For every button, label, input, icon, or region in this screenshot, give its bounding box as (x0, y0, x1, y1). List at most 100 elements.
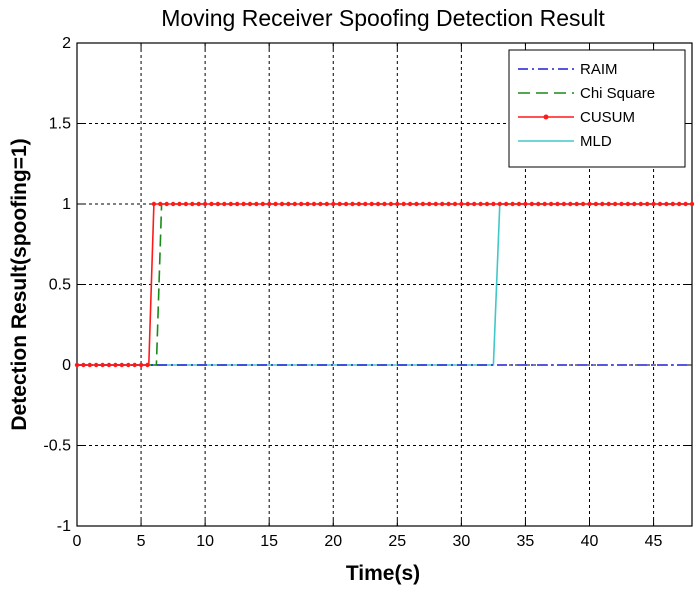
series-marker-cusum (375, 201, 381, 207)
series-marker-cusum (100, 362, 105, 368)
series-marker-cusum (215, 201, 221, 207)
series-marker-cusum (459, 201, 464, 207)
series-marker-cusum (318, 201, 323, 207)
series-marker-cusum (196, 201, 201, 207)
chart-title: Moving Receiver Spoofing Detection Resul… (161, 5, 605, 31)
series-marker-cusum (580, 201, 586, 207)
series-marker-cusum (593, 201, 599, 207)
y-tick-label: 1 (62, 196, 71, 213)
legend-label-chi-square: Chi Square (580, 85, 655, 102)
series-marker-cusum (369, 201, 374, 207)
x-axis-label: Time(s) (346, 562, 420, 585)
x-tick-label: 25 (388, 533, 406, 550)
series-marker-cusum (235, 201, 240, 207)
series-marker-cusum (337, 201, 342, 207)
series-marker-cusum (632, 201, 637, 207)
y-tick-label: 2 (62, 35, 71, 52)
x-ticks: 0 5 10 15 20 25 30 35 40 45 (73, 43, 663, 550)
series-marker-cusum (645, 201, 650, 207)
series-marker-cusum (343, 201, 349, 207)
series-marker-cusum (478, 201, 483, 207)
x-tick-label: 5 (137, 533, 146, 550)
series-marker-cusum (241, 201, 246, 207)
series-marker-cusum (670, 201, 675, 207)
series-marker-cusum (81, 362, 86, 368)
series-marker-cusum (119, 362, 125, 368)
series-marker-cusum (273, 201, 278, 207)
series-marker-cusum (497, 201, 502, 207)
series-marker-cusum (625, 201, 631, 207)
series-marker-cusum (138, 362, 144, 368)
x-tick-label: 15 (260, 533, 278, 550)
series-marker-cusum (504, 201, 509, 207)
series-marker-cusum (523, 201, 528, 207)
legend-label-cusum: CUSUM (580, 109, 635, 126)
series-marker-cusum (574, 201, 579, 207)
series-marker-cusum (356, 201, 362, 207)
series-group (74, 201, 695, 368)
x-tick-label: 10 (196, 533, 214, 550)
series-marker-cusum (132, 362, 137, 368)
series-marker-cusum (548, 201, 554, 207)
series-marker-cusum (247, 201, 253, 207)
series-marker-cusum (452, 201, 458, 207)
series-marker-cusum (190, 201, 195, 207)
series-marker-cusum (407, 201, 413, 207)
series-marker-cusum (516, 201, 522, 207)
series-marker-cusum (529, 201, 534, 207)
series-marker-cusum (606, 201, 611, 207)
series-marker-cusum (612, 201, 618, 207)
series-marker-cusum (427, 201, 432, 207)
series-marker-cusum (491, 201, 496, 207)
series-marker-cusum (209, 201, 214, 207)
series-marker-cusum (311, 201, 317, 207)
series-marker-cusum (401, 201, 406, 207)
series-marker-cusum (484, 201, 490, 207)
x-tick-label: 35 (517, 533, 535, 550)
series-marker-cusum (542, 201, 547, 207)
series-marker-cusum (555, 201, 560, 207)
series-marker-cusum (87, 362, 93, 368)
series-marker-cusum (158, 201, 163, 207)
series-marker-cusum (183, 201, 189, 207)
series-marker-cusum (388, 201, 394, 207)
series-marker-cusum (536, 201, 541, 207)
series-marker-cusum (587, 201, 592, 207)
series-marker-cusum (299, 201, 304, 207)
series-marker-cusum (292, 201, 297, 207)
series-marker-cusum (113, 362, 118, 368)
series-marker-cusum (363, 201, 368, 207)
y-tick-label: 0 (62, 357, 71, 374)
series-marker-cusum (254, 201, 259, 207)
x-tick-label: 20 (324, 533, 342, 550)
legend: RAIM Chi Square CUSUM MLD (508, 49, 686, 168)
series-marker-cusum (222, 201, 227, 207)
series-marker-cusum (382, 201, 387, 207)
series-marker-cusum (664, 201, 669, 207)
x-tick-label: 40 (581, 533, 599, 550)
series-marker-cusum (228, 201, 233, 207)
series-marker-cusum (561, 201, 567, 207)
y-axis-label: Detection Result(spoofing=1) (8, 138, 31, 430)
series-marker-cusum (440, 201, 445, 207)
y-tick-label: 1.5 (49, 116, 71, 133)
x-tick-label: 0 (73, 533, 82, 550)
series-marker-cusum (433, 201, 438, 207)
series-marker-cusum (74, 362, 80, 368)
series-marker-cusum (638, 201, 643, 207)
series-marker-cusum (510, 201, 515, 207)
series-marker-cusum (331, 201, 336, 207)
legend-label-mld: MLD (580, 133, 612, 150)
series-marker-cusum (677, 201, 682, 207)
series-marker-cusum (619, 201, 624, 207)
series-marker-cusum (151, 201, 157, 207)
series-marker-cusum (465, 201, 470, 207)
legend-marker-cusum (543, 114, 549, 120)
series-marker-cusum (446, 201, 451, 207)
y-tick-label: 0.5 (49, 277, 71, 294)
y-tick-label: -1 (57, 518, 71, 535)
y-ticks: -1 -0.5 0 0.5 1 1.5 2 (43, 35, 692, 535)
x-tick-label: 45 (645, 533, 663, 550)
series-marker-cusum (414, 201, 419, 207)
